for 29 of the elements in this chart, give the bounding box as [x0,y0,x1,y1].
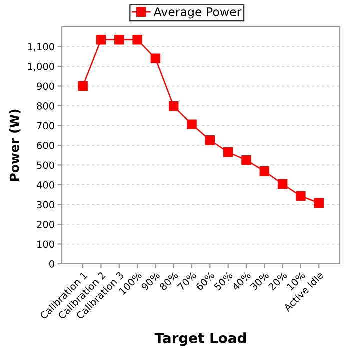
point [150,54,161,64]
y-tick-label: 1,100 [28,43,54,52]
point [114,34,124,45]
point [205,136,216,146]
point [296,191,306,202]
y-axis-title: Power (W) [10,110,21,182]
y-tick-label: 800 [37,102,54,110]
point [168,102,179,112]
point [223,148,234,158]
legend-label: Average Power [154,8,242,19]
x-axis-title: Target Load [154,332,246,346]
point [314,198,324,208]
y-tick-label: 100 [38,240,54,248]
y-tick-label: 1,000 [28,62,54,72]
y-tick-label: 300 [37,201,54,209]
point [278,179,288,190]
point [78,81,88,92]
y-tick-label: 600 [37,142,54,150]
point [260,166,270,176]
y-tick-label: 200 [37,220,54,228]
point [132,34,142,45]
y-tick-label: 900 [37,82,54,90]
y-tick-label: 500 [37,162,54,170]
y-tick-label: 0 [50,260,54,268]
point [96,34,106,45]
y-tick-label: 400 [36,181,54,189]
point [187,120,197,130]
point [242,155,252,166]
y-tick-label: 700 [37,122,54,130]
